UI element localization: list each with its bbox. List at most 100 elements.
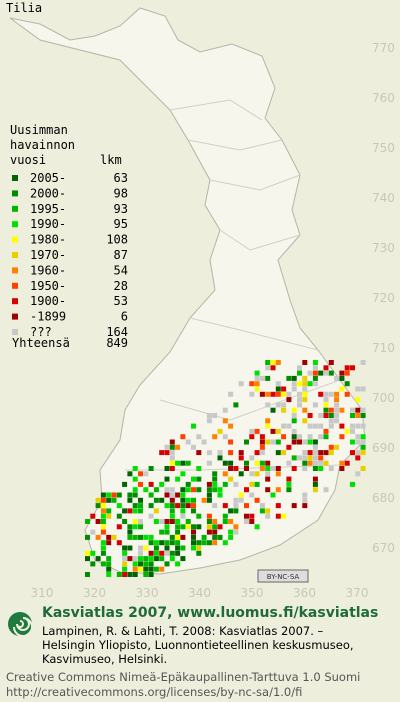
occurrence-square [328, 423, 334, 429]
occurrence-square [275, 450, 281, 456]
occurrence-square [111, 497, 117, 503]
occurrence-square [127, 529, 133, 535]
occurrence-square [297, 434, 302, 440]
legend-label: 1960- [30, 263, 66, 277]
occurrence-square [196, 545, 202, 551]
legend-count: 6 [121, 310, 128, 324]
license-line: http://creativecommons.org/licenses/by-n… [6, 685, 302, 699]
occurrence-square [100, 513, 106, 519]
occurrence-square [148, 561, 154, 567]
occurrence-square [127, 497, 133, 503]
occurrence-square [206, 540, 212, 546]
legend-swatch [12, 252, 18, 258]
occurrence-square [281, 513, 287, 519]
y-grid-label: 670 [372, 541, 395, 555]
occurrence-square [206, 450, 212, 456]
occurrence-square [206, 460, 212, 466]
occurrence-square [291, 434, 297, 440]
citation-line: Kasvimuseo, Helsinki. [42, 652, 167, 666]
occurrence-square [164, 550, 170, 556]
legend-count: 98 [114, 186, 128, 200]
occurrence-square [148, 572, 154, 577]
occurrence-square [291, 418, 297, 424]
occurrence-square [212, 524, 218, 530]
occurrence-square [201, 540, 207, 546]
occurrence-square [175, 503, 181, 509]
occurrence-square [228, 466, 234, 471]
occurrence-square [259, 460, 265, 466]
occurrence-square [164, 524, 170, 530]
occurrence-square [307, 450, 313, 456]
occurrence-square [185, 460, 191, 466]
occurrence-square [196, 540, 202, 546]
occurrence-square [275, 513, 281, 519]
occurrence-square [143, 556, 149, 562]
occurrence-square [328, 444, 334, 450]
occurrence-square [281, 391, 287, 397]
province-borders [125, 99, 341, 471]
occurrence-square [212, 503, 218, 509]
occurrence-square [344, 381, 350, 387]
occurrence-square [265, 375, 271, 381]
occurrence-square [323, 397, 329, 403]
occurrence-square [302, 391, 308, 397]
legend-label: -1899 [30, 310, 66, 324]
y-grid-label: 770 [372, 41, 395, 55]
occurrence-square [206, 529, 212, 535]
occurrence-square [138, 561, 143, 567]
x-grid-label: 310 [31, 586, 54, 600]
occurrence-square [312, 487, 318, 493]
occurrence-square [164, 450, 170, 456]
occurrence-square [254, 524, 260, 530]
occurrence-square [85, 556, 90, 562]
occurrence-square [164, 540, 170, 546]
occurrence-square [159, 556, 165, 562]
legend-count: 53 [114, 294, 128, 308]
occurrence-square [312, 381, 318, 387]
occurrence-square [90, 550, 96, 556]
occurrence-square [302, 360, 308, 365]
occurrence-square [100, 492, 106, 498]
occurrence-square [95, 497, 101, 503]
legend-swatch [12, 221, 18, 228]
occurrence-square [180, 513, 186, 519]
occurrence-square [350, 481, 355, 487]
occurrence-square [259, 444, 265, 450]
occurrence-square [244, 439, 249, 445]
occurrence-square [116, 492, 122, 498]
legend-column-year: vuosi [10, 153, 46, 167]
occurrence-square [122, 508, 128, 514]
legend-header: Uusimman [10, 123, 68, 137]
occurrence-square [254, 386, 260, 392]
legend-label: 1990- [30, 217, 66, 231]
occurrence-square [307, 423, 313, 429]
occurrence-square [191, 545, 196, 551]
occurrence-square [259, 375, 265, 381]
occurrence-square [275, 439, 281, 445]
occurrence-square [297, 402, 302, 408]
occurrence-square [148, 534, 154, 540]
occurrence-square [228, 519, 234, 524]
occurrence-square [180, 471, 186, 477]
occurrence-square [265, 439, 271, 445]
occurrence-square [265, 466, 271, 471]
occurrence-square [323, 487, 329, 493]
legend-count: 87 [114, 248, 128, 262]
occurrence-square [350, 365, 355, 371]
occurrence-square [206, 519, 212, 524]
occurrence-square [153, 508, 159, 514]
occurrence-square [180, 534, 186, 540]
occurrence-square [249, 434, 255, 440]
occurrence-square [323, 370, 329, 376]
occurrence-square [191, 476, 196, 482]
occurrence-square [302, 386, 308, 392]
occurrence-square [185, 487, 191, 493]
occurrence-square [281, 423, 287, 429]
occurrence-square [127, 545, 133, 551]
occurrence-square [206, 513, 212, 519]
occurrence-square [164, 503, 170, 509]
occurrence-square [138, 503, 143, 509]
occurrence-square [175, 444, 181, 450]
occurrence-square [334, 375, 340, 381]
occurrence-square [254, 381, 260, 387]
